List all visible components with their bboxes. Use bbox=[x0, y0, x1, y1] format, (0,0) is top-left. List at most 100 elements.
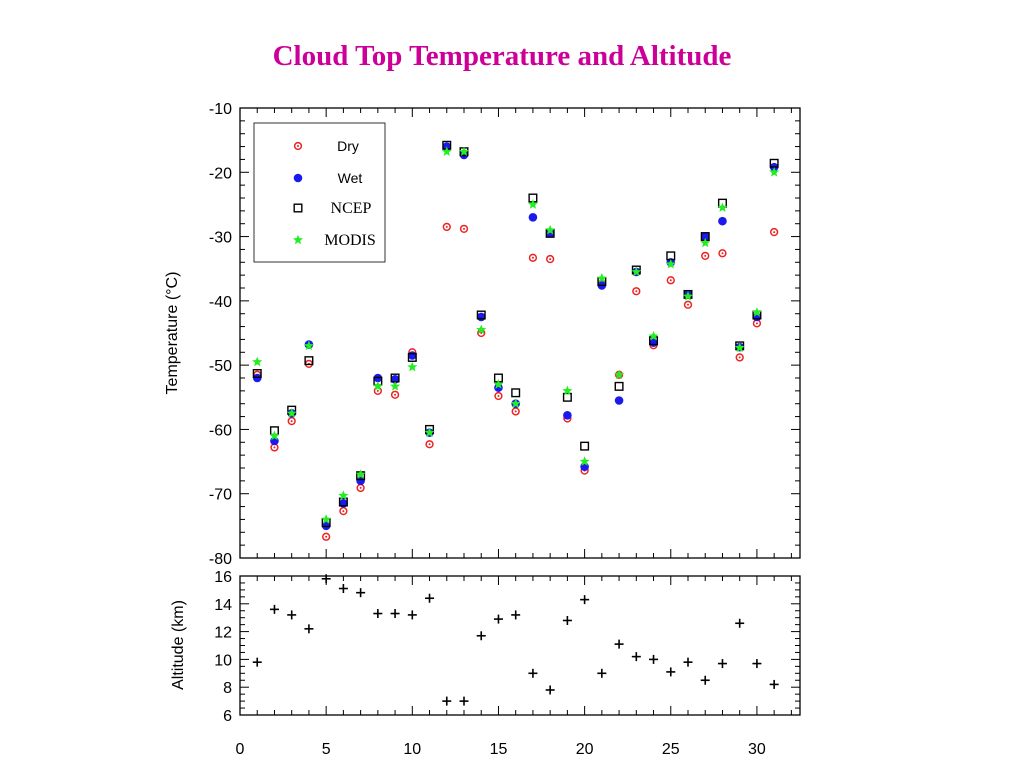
dry-marker-ring bbox=[528, 253, 538, 262]
wet-point bbox=[563, 410, 572, 420]
dry-marker-ring bbox=[632, 287, 641, 296]
dry-marker-ring bbox=[683, 300, 693, 309]
modis-point bbox=[510, 398, 521, 408]
wet-point bbox=[356, 476, 365, 486]
dry-point bbox=[718, 249, 727, 258]
wet-point bbox=[649, 338, 658, 347]
altitude-point bbox=[390, 609, 400, 619]
y-tick-label: -20 bbox=[209, 165, 232, 182]
modis-point bbox=[338, 490, 349, 500]
altitude-point bbox=[666, 667, 676, 677]
dry-marker-dot bbox=[290, 420, 293, 423]
altitude-point bbox=[493, 614, 503, 624]
modis-point bbox=[614, 369, 625, 380]
dry-marker-ring bbox=[718, 249, 727, 258]
altitude-point bbox=[683, 657, 693, 667]
dry-marker-ring bbox=[339, 506, 348, 516]
wet-point bbox=[700, 232, 710, 241]
dry-marker-dot bbox=[480, 332, 483, 334]
altitude-point bbox=[338, 584, 348, 594]
ncep-point bbox=[511, 388, 521, 398]
x-tick-label: 25 bbox=[662, 741, 680, 758]
y-tick-label: -40 bbox=[209, 294, 232, 311]
modis-point bbox=[407, 361, 418, 372]
modis-point bbox=[441, 146, 452, 156]
dry-point bbox=[442, 222, 451, 232]
dry-point bbox=[735, 353, 744, 362]
modis-point bbox=[769, 166, 780, 177]
wet-point bbox=[476, 312, 486, 322]
modis-point bbox=[303, 340, 314, 351]
altitude-point bbox=[356, 588, 366, 598]
dry-marker-dot bbox=[773, 231, 776, 234]
dry-marker-dot bbox=[687, 303, 689, 306]
dry-point bbox=[511, 407, 520, 416]
dry-marker-dot bbox=[721, 252, 724, 255]
wet-point bbox=[408, 351, 417, 360]
altitude-point bbox=[321, 574, 331, 584]
dry-marker-dot bbox=[428, 443, 431, 446]
modis-point bbox=[424, 427, 435, 437]
series-dry bbox=[253, 222, 779, 541]
ncep-point bbox=[338, 497, 348, 507]
dry-marker-dot bbox=[297, 145, 299, 147]
legend-marker-modis bbox=[292, 234, 304, 245]
y-tick-label: -50 bbox=[209, 358, 232, 375]
modis-point bbox=[476, 324, 487, 335]
altitude-point bbox=[631, 652, 641, 662]
altitude-point bbox=[373, 609, 383, 619]
dry-marker-dot bbox=[669, 279, 672, 282]
dry-marker-dot bbox=[394, 393, 397, 396]
y-tick-label: -30 bbox=[209, 230, 232, 247]
modis-point bbox=[493, 379, 504, 389]
altitude-point bbox=[597, 668, 607, 678]
wet-point bbox=[614, 396, 624, 405]
dry-point bbox=[528, 253, 538, 262]
wet-point bbox=[718, 216, 727, 226]
dry-marker-ring bbox=[322, 532, 331, 541]
dry-marker-dot bbox=[376, 389, 379, 392]
modis-point bbox=[286, 408, 297, 418]
altitude-point bbox=[252, 657, 262, 667]
modis-point bbox=[545, 224, 556, 235]
dry-marker-ring bbox=[390, 390, 400, 399]
dry-marker-ring bbox=[735, 353, 744, 362]
modis-point bbox=[700, 237, 711, 248]
legend-marker-wet bbox=[293, 173, 303, 183]
dry-marker-ring bbox=[459, 224, 469, 234]
altitude-plot-frame bbox=[239, 575, 801, 716]
dry-point bbox=[701, 251, 710, 261]
altitude-point bbox=[304, 624, 314, 634]
x-tick-label: 20 bbox=[576, 741, 594, 758]
dry-marker-ring bbox=[494, 391, 503, 401]
temperature-plot-frame bbox=[239, 107, 801, 559]
temperature-panel: -10 -20 -30 -40 -50 -60 -70 -80 Temperature (°C) bbox=[164, 101, 801, 568]
modis-point bbox=[372, 381, 383, 391]
dry-point bbox=[339, 506, 348, 516]
modis-point bbox=[665, 258, 676, 269]
dry-marker-ring bbox=[293, 141, 303, 151]
modis-point bbox=[390, 381, 401, 391]
x-tick-label: 10 bbox=[403, 741, 421, 758]
wet-point bbox=[528, 212, 538, 222]
altitude-point bbox=[717, 659, 727, 669]
dry-point bbox=[632, 287, 641, 296]
y-tick-label: -70 bbox=[209, 487, 232, 504]
legend: Dry Wet NCEP MODIS bbox=[253, 122, 386, 263]
y-axis-label: Altitude (km) bbox=[170, 600, 187, 690]
dry-marker-ring bbox=[442, 222, 451, 232]
dry-marker-dot bbox=[549, 258, 552, 261]
y-tick-label: 14 bbox=[214, 597, 232, 614]
dry-marker-ring bbox=[701, 251, 710, 261]
altitude-point bbox=[425, 593, 435, 603]
ncep-point bbox=[614, 381, 624, 391]
modis-point bbox=[269, 430, 280, 441]
dry-marker-ring bbox=[666, 276, 675, 285]
legend-label-wet: Wet bbox=[338, 170, 363, 186]
dry-marker-dot bbox=[273, 446, 276, 449]
altitude-point bbox=[476, 631, 486, 641]
ncep-point bbox=[407, 352, 417, 362]
altitude-point bbox=[614, 639, 624, 649]
series-modis bbox=[252, 146, 780, 524]
dry-marker-ring bbox=[287, 416, 296, 426]
